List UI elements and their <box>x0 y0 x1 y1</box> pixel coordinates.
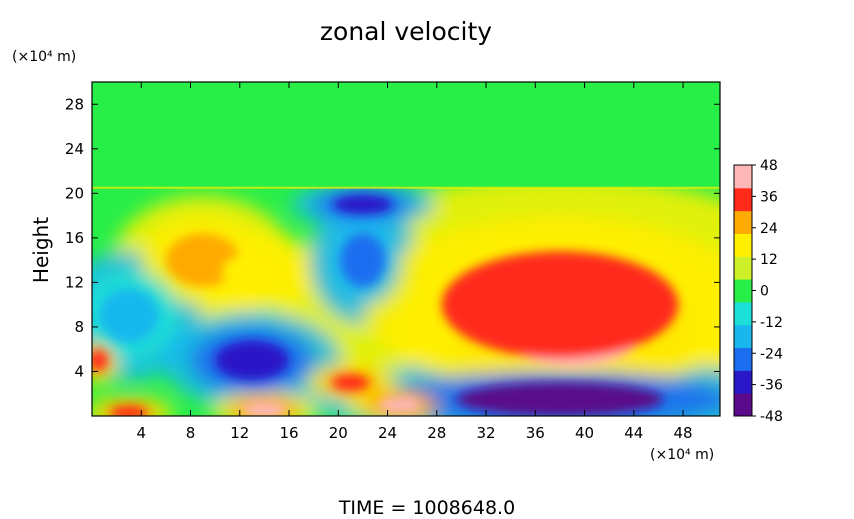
y-axis-label: Height <box>29 217 53 283</box>
x-tick-label: 16 <box>279 424 298 442</box>
positive-velocity-core <box>110 405 148 416</box>
y-axis: 4 8 12 16 20 24 28 <box>65 95 720 380</box>
positive-velocity-core <box>242 402 287 416</box>
colorbar-tick-label: 36 <box>760 189 778 205</box>
colorbar-segment <box>734 347 752 371</box>
y-tick-label: 4 <box>74 362 84 380</box>
chart-title: zonal velocity <box>320 17 492 46</box>
negative-velocity-core <box>340 233 386 287</box>
negative-velocity-core <box>99 289 159 343</box>
y-tick-label: 24 <box>65 140 84 158</box>
y-unit-label: (×10⁴ m) <box>12 49 76 65</box>
upper-uniform-layer <box>92 82 720 188</box>
x-tick-label: 48 <box>674 424 693 442</box>
colorbar-segment <box>734 210 752 234</box>
colorbar-segment <box>734 165 752 189</box>
positive-velocity-core <box>222 254 282 288</box>
colorbar-segment <box>734 279 752 303</box>
positive-velocity-core <box>165 233 240 287</box>
plot-frame <box>91 81 721 417</box>
velocity-cores <box>92 195 679 416</box>
positive-velocity-core <box>92 350 108 371</box>
colorbar-tick-label: 0 <box>760 284 769 300</box>
x-unit-label: (×10⁴ m) <box>650 447 714 463</box>
negative-velocity-core <box>456 382 664 416</box>
x-tick-label: 20 <box>329 424 348 442</box>
positive-velocity-core <box>441 251 679 359</box>
colorbar-tick-label: 12 <box>760 252 778 268</box>
negative-velocity-core <box>333 195 393 214</box>
y-tick-label: 16 <box>65 229 84 247</box>
x-tick-label: 12 <box>230 424 249 442</box>
x-tick-label: 32 <box>476 424 495 442</box>
x-tick-label: 44 <box>624 424 643 442</box>
colorbar-segment <box>734 393 752 417</box>
x-axis: 4 8 12 16 20 24 28 32 36 40 44 48 <box>136 82 693 442</box>
colorbar-segment <box>734 187 752 212</box>
colorbar-tick-label: -12 <box>760 315 783 331</box>
colorbar-tick-label: -36 <box>760 378 783 394</box>
colorbar-tick-label: 24 <box>760 221 778 237</box>
colorbar-tick-label: -48 <box>760 409 783 425</box>
x-tick-label: 28 <box>427 424 446 442</box>
colorbar-tick-label: -24 <box>760 346 783 362</box>
colorbar-segment <box>734 324 752 349</box>
positive-velocity-core <box>377 396 423 413</box>
positive-velocity-core <box>332 374 370 391</box>
colorbar-segment <box>734 301 752 326</box>
negative-velocity-core <box>215 340 290 381</box>
x-tick-label: 36 <box>526 424 545 442</box>
colorbar: 48 36 24 12 0 -12 -24 -36 -48 <box>733 158 783 425</box>
y-tick-label: 8 <box>74 318 84 336</box>
x-tick-label: 8 <box>186 424 196 442</box>
colorbar-tick-label: 48 <box>760 158 778 174</box>
colorbar-segment <box>734 370 752 394</box>
time-label: TIME = 1008648.0 <box>338 497 515 519</box>
y-tick-label: 28 <box>65 95 84 113</box>
x-tick-label: 24 <box>378 424 397 442</box>
colorbar-segment <box>734 256 752 280</box>
colorbar-segment <box>734 233 752 257</box>
y-tick-label: 12 <box>65 273 84 291</box>
plot-area <box>92 82 720 416</box>
x-tick-label: 4 <box>136 424 146 442</box>
y-tick-label: 20 <box>65 184 84 202</box>
x-tick-label: 40 <box>575 424 594 442</box>
